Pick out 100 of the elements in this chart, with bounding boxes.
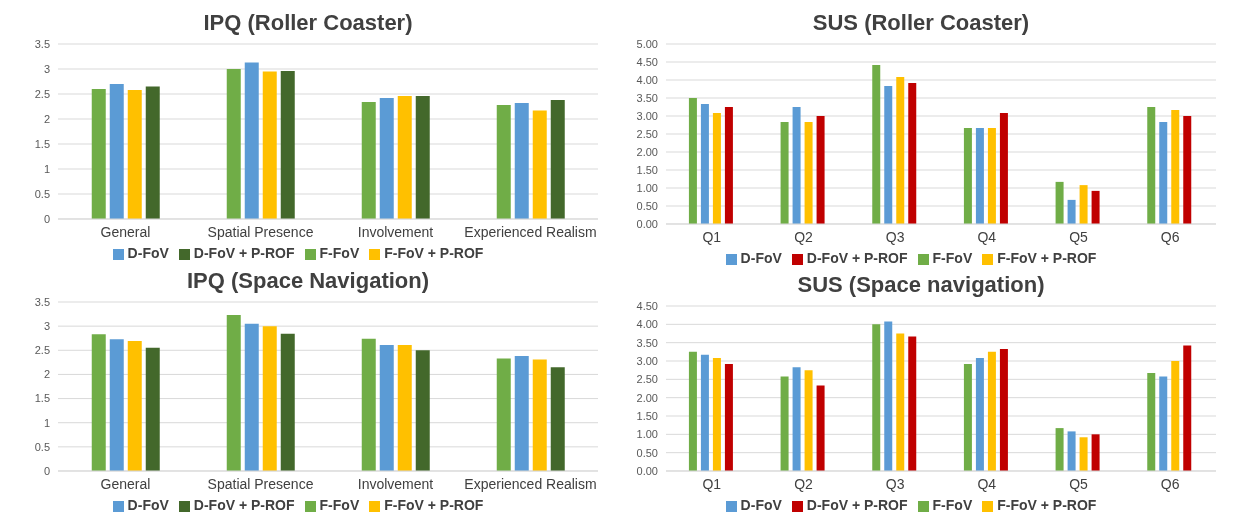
- bar: [1079, 437, 1088, 471]
- y-tick-label: 0.50: [636, 199, 658, 212]
- x-tick-label: Involvement: [357, 475, 434, 492]
- y-tick-label: 3.00: [636, 354, 658, 367]
- bar: [872, 64, 881, 224]
- bar: [712, 358, 721, 471]
- chart-title: SUS (Space navigation): [796, 271, 1046, 299]
- bar: [804, 370, 813, 471]
- y-tick-label: 2.00: [636, 145, 658, 158]
- bar: [361, 338, 376, 471]
- bar: [999, 348, 1008, 471]
- bar: [532, 359, 547, 471]
- x-tick-label: Q3: [885, 228, 905, 245]
- bar: [1055, 428, 1064, 471]
- bar: [987, 127, 996, 224]
- legend-label: D-FoV: [740, 497, 782, 513]
- x-tick-label: Q3: [885, 475, 905, 492]
- bar: [908, 82, 917, 224]
- bar: [262, 326, 277, 471]
- bar: [280, 71, 295, 219]
- bar: [780, 122, 789, 224]
- y-tick-label: 3.50: [636, 91, 658, 104]
- x-tick-label: Q2: [794, 475, 814, 492]
- bar: [244, 62, 259, 219]
- y-tick-label: 4.50: [636, 299, 658, 312]
- bar: [1055, 181, 1064, 224]
- x-tick-label: Q2: [794, 228, 814, 245]
- legend-label: F-FoV + P-ROF: [997, 250, 1097, 266]
- bar: [1067, 199, 1076, 224]
- bar: [1183, 116, 1192, 224]
- bar: [1091, 190, 1100, 224]
- y-tick-label: 0.5: [34, 187, 50, 200]
- bar: [1147, 107, 1156, 224]
- legend-label: D-FoV: [127, 497, 169, 513]
- bar: [415, 96, 430, 219]
- y-tick-label: 2.50: [636, 127, 658, 140]
- x-tick-label: Q5: [1069, 228, 1089, 245]
- y-tick-label: 1: [43, 416, 50, 429]
- x-tick-label: Experienced Realism: [464, 475, 597, 492]
- y-tick-label: 0: [43, 464, 50, 477]
- x-tick-label: Spatial Presence: [207, 475, 314, 492]
- bar: [884, 86, 893, 224]
- y-tick-label: 2: [43, 112, 50, 125]
- bar: [724, 107, 733, 224]
- bar: [700, 104, 709, 224]
- x-tick-label: Q1: [702, 475, 722, 492]
- legend-label: F-FoV: [932, 497, 973, 513]
- bar: [1067, 431, 1076, 471]
- bar: [91, 334, 106, 471]
- y-tick-label: 3.5: [34, 37, 50, 50]
- y-tick-label: 3.5: [34, 295, 50, 308]
- y-tick-label: 3.00: [636, 109, 658, 122]
- bar: [792, 107, 801, 224]
- y-tick-label: 2.5: [34, 87, 50, 100]
- bar: [792, 367, 801, 471]
- x-tick-label: Q5: [1069, 475, 1089, 492]
- bar: [1159, 122, 1168, 224]
- bar: [496, 105, 511, 219]
- chart-title: IPQ (Roller Coaster): [202, 9, 414, 37]
- y-tick-label: 2.00: [636, 391, 658, 404]
- x-tick-label: Spatial Presence: [207, 223, 314, 240]
- y-tick-label: 5.00: [636, 37, 658, 50]
- legend-label: D-FoV + P-ROF: [193, 245, 295, 261]
- bar: [226, 315, 241, 471]
- chart-title: IPQ (Space Navigation): [185, 267, 431, 295]
- y-tick-label: 0: [43, 212, 50, 225]
- y-tick-label: 2.50: [636, 373, 658, 386]
- bar: [816, 116, 825, 224]
- x-tick-label: General: [100, 223, 151, 240]
- legend-label: D-FoV: [740, 250, 782, 266]
- bar: [514, 356, 529, 471]
- x-tick-label: Q1: [702, 228, 722, 245]
- bar: [244, 323, 259, 471]
- bar: [896, 77, 905, 224]
- y-tick-label: 2: [43, 368, 50, 381]
- legend-label: F-FoV: [319, 245, 360, 261]
- bar: [816, 385, 825, 471]
- x-tick-label: Q4: [977, 475, 997, 492]
- bar: [550, 367, 565, 471]
- bar: [226, 69, 241, 219]
- bar: [780, 376, 789, 471]
- bar: [987, 351, 996, 471]
- y-tick-label: 0.5: [34, 440, 50, 453]
- bar: [109, 339, 124, 471]
- legend-label: F-FoV + P-ROF: [384, 497, 484, 513]
- legend-label: D-FoV + P-ROF: [806, 497, 908, 513]
- bar: [1147, 373, 1156, 471]
- bar: [145, 347, 160, 471]
- legend-label: D-FoV + P-ROF: [806, 250, 908, 266]
- legend-label: D-FoV + P-ROF: [193, 497, 295, 513]
- bar: [496, 358, 511, 471]
- bar: [1091, 434, 1100, 471]
- legend-label: D-FoV: [127, 245, 169, 261]
- bar: [91, 89, 106, 219]
- bar: [397, 96, 412, 219]
- bar: [1171, 109, 1180, 224]
- y-tick-label: 0.00: [636, 464, 658, 477]
- bar: [379, 98, 394, 219]
- bar: [1079, 185, 1088, 224]
- bar: [361, 102, 376, 219]
